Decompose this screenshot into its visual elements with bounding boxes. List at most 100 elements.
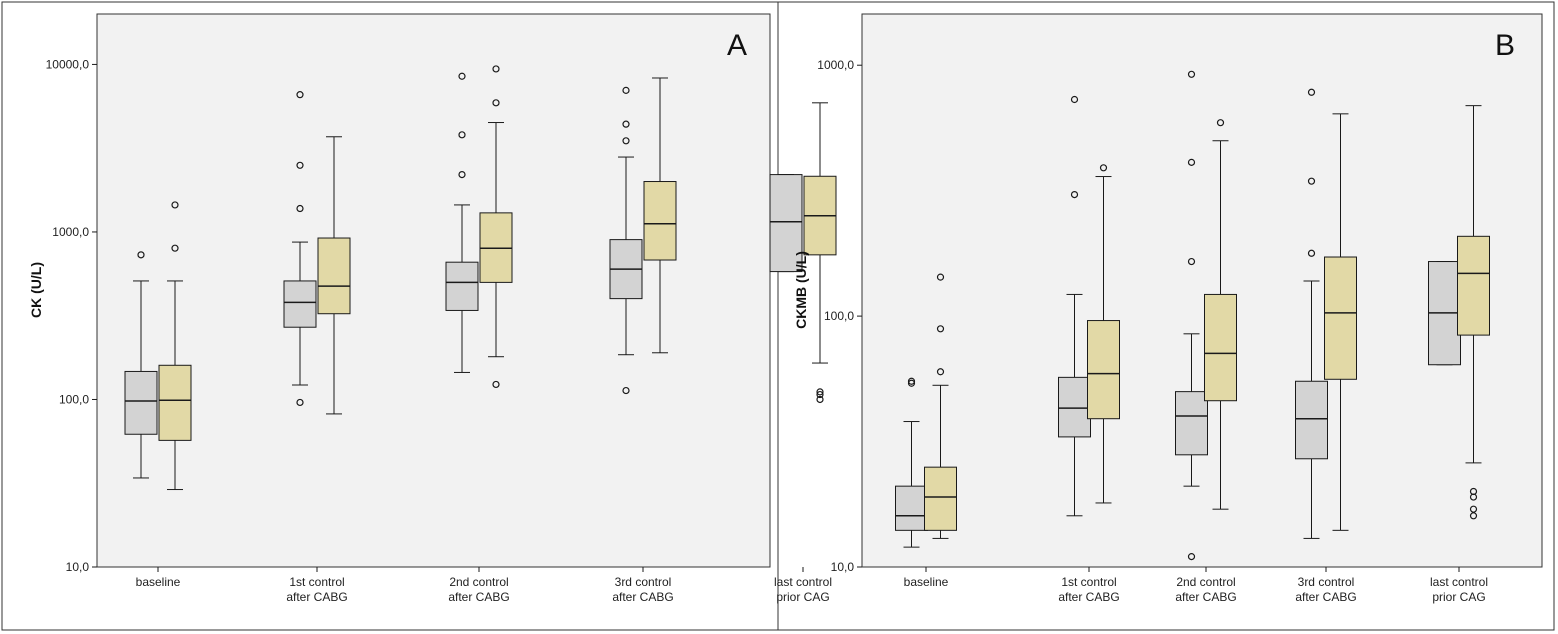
box-0-group2 bbox=[924, 273, 957, 539]
outlier-point bbox=[458, 72, 466, 80]
category-label-line2: after CABG bbox=[1058, 590, 1119, 604]
box-3-group2 bbox=[1324, 113, 1357, 531]
outlier-point bbox=[137, 251, 145, 259]
category-label-line2: after CABG bbox=[612, 590, 673, 604]
box-1-group2 bbox=[317, 136, 351, 415]
outlier-point bbox=[1307, 177, 1316, 185]
iqr-box bbox=[1058, 376, 1091, 438]
outlier-point bbox=[622, 386, 630, 395]
category-label: last control bbox=[1430, 575, 1488, 589]
outlier-point bbox=[1469, 505, 1478, 513]
outlier-point bbox=[296, 398, 304, 407]
box-1-group2 bbox=[1087, 164, 1120, 504]
outlier-point bbox=[1216, 119, 1225, 127]
outlier-point bbox=[622, 86, 630, 94]
outlier-point bbox=[936, 325, 945, 333]
y-tick-label: 1000,0 bbox=[817, 58, 854, 72]
panel-label-a: A bbox=[727, 29, 747, 62]
outlier-point bbox=[936, 368, 945, 376]
outlier-point bbox=[458, 131, 466, 139]
category-label-line2: after CABG bbox=[448, 590, 509, 604]
box-3-group1 bbox=[1295, 88, 1328, 539]
outlier-point bbox=[492, 99, 500, 107]
outlier-point bbox=[1307, 249, 1316, 257]
boxes-a bbox=[124, 65, 837, 491]
outlier-point bbox=[1187, 70, 1196, 78]
outlier-point bbox=[816, 395, 824, 404]
iqr-box bbox=[769, 174, 803, 273]
plot-area-a bbox=[96, 13, 771, 568]
boxes-b bbox=[895, 70, 1490, 561]
outlier-point bbox=[1099, 164, 1108, 172]
y-axis-label-a: CK (U/L) bbox=[28, 262, 44, 318]
box-0-group2 bbox=[158, 201, 192, 491]
outlier-point bbox=[816, 388, 824, 396]
y-axis-label-b: CKMB (U/L) bbox=[793, 251, 809, 329]
box-3-group2 bbox=[643, 77, 677, 354]
outlier-point bbox=[171, 244, 179, 252]
outlier-point bbox=[1469, 487, 1478, 496]
category-label-line2: prior CAG bbox=[776, 590, 829, 604]
category-label: 1st control bbox=[289, 575, 344, 589]
category-label: 1st control bbox=[1061, 575, 1116, 589]
category-label-line2: after CABG bbox=[1175, 590, 1236, 604]
outlier-point bbox=[622, 120, 630, 128]
category-label: 3rd control bbox=[615, 575, 672, 589]
iqr-box bbox=[1175, 391, 1208, 456]
box-2-group1 bbox=[445, 72, 479, 373]
y-tick-label: 1000,0 bbox=[52, 225, 89, 239]
outlier-point bbox=[1469, 512, 1478, 520]
iqr-box bbox=[1087, 320, 1120, 420]
iqr-box bbox=[643, 181, 677, 261]
panel-a: A CK (U/L) 10,0 100,0 1000,0 10000,0 baseli… bbox=[28, 13, 837, 604]
box-0-group1 bbox=[124, 251, 158, 479]
outlier-point bbox=[907, 379, 916, 387]
iqr-box bbox=[924, 466, 957, 531]
outlier-point bbox=[622, 137, 630, 145]
y-axis-b: 10,0 100,0 1000,0 bbox=[817, 58, 862, 574]
iqr-box bbox=[1457, 235, 1490, 336]
iqr-box bbox=[895, 485, 928, 531]
y-tick-label: 100,0 bbox=[824, 309, 854, 323]
outlier-point bbox=[1307, 88, 1316, 96]
box-2-group2 bbox=[1204, 119, 1237, 510]
iqr-box bbox=[158, 364, 192, 441]
outlier-point bbox=[1070, 95, 1079, 104]
box-4-group2 bbox=[1457, 105, 1490, 520]
outlier-point bbox=[296, 204, 304, 213]
box-1-group1 bbox=[283, 91, 317, 407]
iqr-box bbox=[283, 280, 317, 328]
iqr-box bbox=[1204, 293, 1237, 402]
iqr-box bbox=[1295, 380, 1328, 460]
outlier-point bbox=[171, 201, 179, 209]
box-4-group2 bbox=[803, 102, 837, 404]
box-3-group1 bbox=[609, 86, 643, 395]
y-tick-label: 10000,0 bbox=[46, 57, 90, 71]
outlier-point bbox=[907, 377, 916, 385]
outlier-point bbox=[492, 65, 500, 73]
category-label: last control bbox=[774, 575, 832, 589]
box-2-group2 bbox=[479, 65, 513, 389]
category-label-line2: after CABG bbox=[286, 590, 347, 604]
outlier-point bbox=[1187, 257, 1196, 266]
category-label-line2: after CABG bbox=[1295, 590, 1356, 604]
outlier-point bbox=[936, 273, 945, 281]
category-label: baseline bbox=[136, 575, 181, 589]
outlier-point bbox=[492, 380, 500, 389]
category-label: baseline bbox=[904, 575, 949, 589]
category-label: 2nd control bbox=[449, 575, 508, 589]
category-label: 3rd control bbox=[1298, 575, 1355, 589]
box-1-group1 bbox=[1058, 95, 1091, 517]
box-4-group1 bbox=[1428, 261, 1461, 366]
iqr-box bbox=[1324, 256, 1357, 380]
iqr-box bbox=[124, 370, 158, 435]
box-4-group1 bbox=[769, 174, 803, 273]
panel-b: B CKMB (U/L) 10,0 100,0 1000,0 baseline 1st… bbox=[793, 13, 1543, 604]
iqr-box bbox=[317, 237, 351, 315]
panel-label-b: B bbox=[1495, 29, 1515, 62]
outlier-point bbox=[296, 161, 304, 169]
